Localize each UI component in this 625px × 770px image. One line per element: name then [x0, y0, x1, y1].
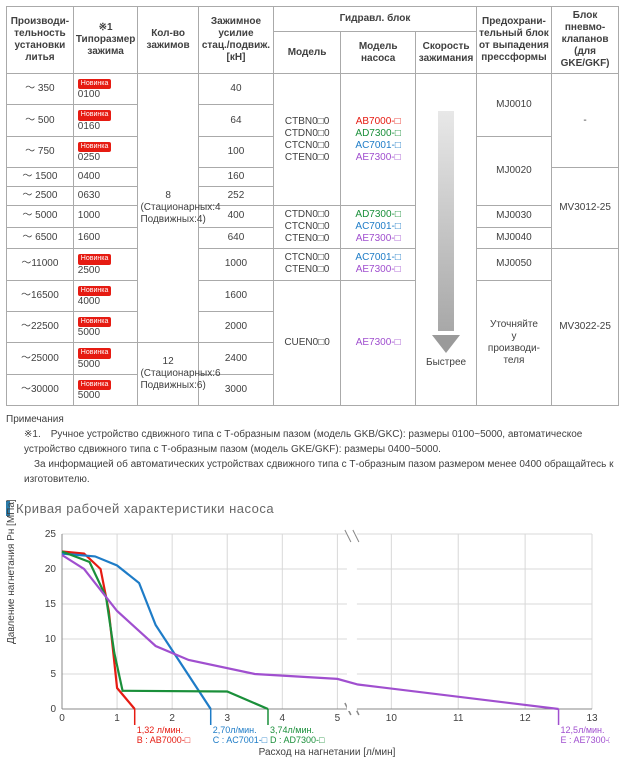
- svg-text:10: 10: [386, 713, 398, 724]
- svg-text:12,5л/мин.: 12,5л/мин.: [561, 725, 605, 735]
- spec-table: Производи-тельностьустановкилитья ※1 Тип…: [6, 6, 619, 406]
- th-safety: Предохрани-тельный блокот выпаденияпресс…: [476, 7, 551, 74]
- svg-text:3,74л/мин.: 3,74л/мин.: [270, 725, 314, 735]
- notes: Примечания ※1. Ручное устройство сдвижно…: [6, 412, 619, 487]
- note-1: ※1. Ручное устройство сдвижного типа с Т…: [6, 427, 619, 457]
- svg-text:10: 10: [45, 634, 57, 645]
- svg-text:11: 11: [453, 713, 464, 724]
- svg-text:1,32 л/мин.: 1,32 л/мин.: [137, 725, 183, 735]
- pump-chart: Давление нагнетания Pн [МПа] 05101520250…: [10, 524, 610, 764]
- th-qty: Кол-возажимов: [138, 7, 198, 74]
- svg-text:0: 0: [59, 713, 65, 724]
- svg-text:20: 20: [45, 564, 57, 575]
- svg-text:25: 25: [45, 529, 57, 540]
- svg-text:1: 1: [114, 713, 120, 724]
- svg-text:D : AD7300-□: D : AD7300-□: [270, 735, 325, 745]
- svg-text:2: 2: [169, 713, 175, 724]
- svg-text:0: 0: [50, 704, 56, 715]
- svg-text:12: 12: [520, 713, 532, 724]
- svg-text:B : AB7000-□: B : AB7000-□: [137, 735, 191, 745]
- svg-text:Расход на нагнетании [л/мин]: Расход на нагнетании [л/мин]: [259, 747, 396, 758]
- th-force: Зажимное усилиестац./подвиж.[кН]: [198, 7, 273, 74]
- svg-text:4: 4: [280, 713, 286, 724]
- th-valve: Блокпневмо-клапанов(для GKE/GKF): [552, 7, 619, 74]
- chart-ylabel: Давление нагнетания Pн [МПа]: [6, 499, 17, 644]
- th-pump: Модель насоса: [340, 32, 415, 74]
- svg-text:C : AC7001-□: C : AC7001-□: [213, 735, 268, 745]
- svg-text:13: 13: [586, 713, 598, 724]
- svg-text:2,70л/мин.: 2,70л/мин.: [213, 725, 257, 735]
- chart-svg: 0510152025012345101112131,32 л/мин.B : A…: [10, 524, 610, 764]
- th-speed: Скоростьзажимания: [416, 32, 476, 74]
- notes-title: Примечания: [6, 412, 619, 427]
- chart-title: Кривая рабочей характеристики насоса: [6, 501, 619, 516]
- th-size: ※1 Типоразмерзажима: [73, 7, 138, 74]
- th-hyd: Гидравл. блок: [274, 7, 477, 32]
- svg-text:5: 5: [50, 669, 56, 680]
- svg-text:3: 3: [224, 713, 230, 724]
- svg-text:5: 5: [335, 713, 341, 724]
- th-capacity: Производи-тельностьустановкилитья: [7, 7, 74, 74]
- th-model: Модель: [274, 32, 341, 74]
- svg-text:15: 15: [45, 599, 57, 610]
- note-2: За информацией об автоматических устройс…: [6, 457, 619, 487]
- svg-text:E : AE7300-□: E : AE7300-□: [561, 735, 610, 745]
